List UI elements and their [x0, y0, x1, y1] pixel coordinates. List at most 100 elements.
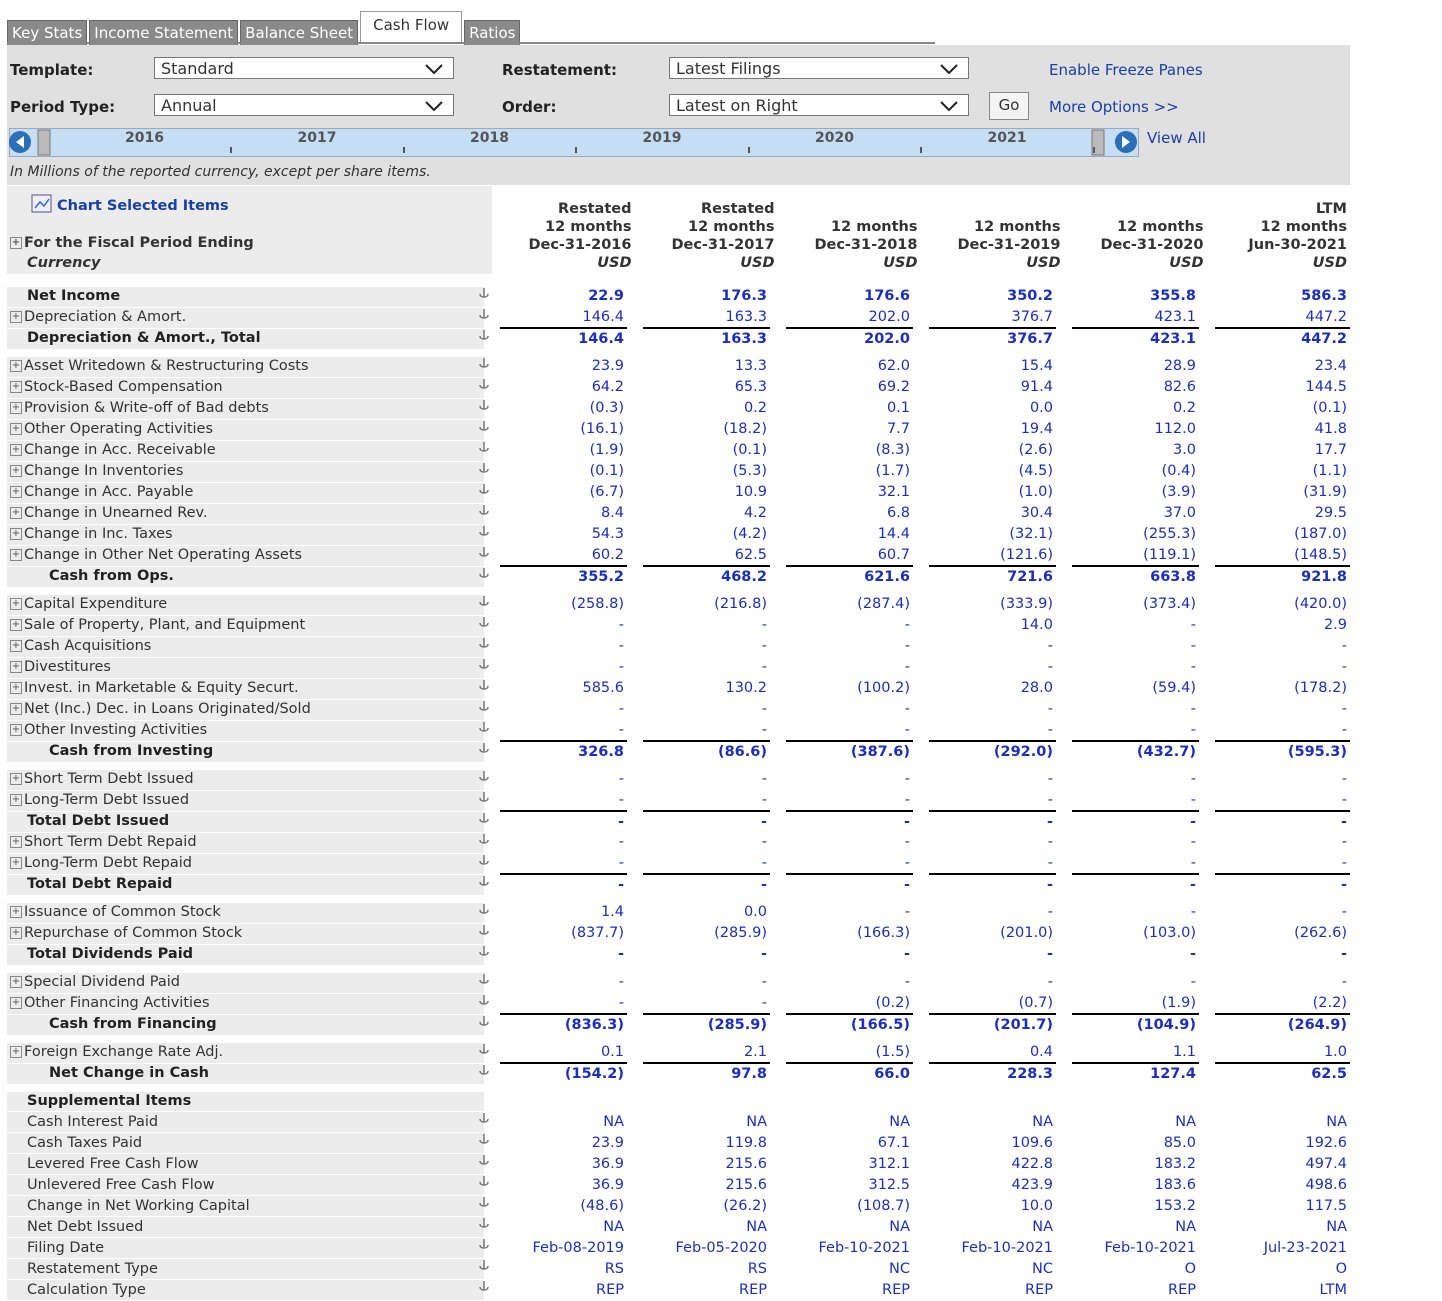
menu-icon[interactable]	[477, 308, 491, 322]
expand-icon[interactable]: +	[10, 724, 22, 736]
expand-icon[interactable]: +	[10, 444, 22, 456]
menu-icon[interactable]	[477, 679, 491, 693]
menu-icon[interactable]	[477, 1015, 491, 1029]
value-cell: (0.4)	[1056, 461, 1207, 482]
menu-icon[interactable]	[477, 399, 491, 413]
menu-icon[interactable]	[477, 791, 491, 805]
menu-icon[interactable]	[477, 854, 491, 868]
expand-icon[interactable]: +	[10, 528, 22, 540]
tab[interactable]: Balance Sheet	[240, 20, 359, 46]
dropdown[interactable]: Standard	[154, 57, 454, 79]
menu-icon[interactable]	[477, 875, 491, 889]
expand-icon[interactable]: +	[10, 640, 22, 652]
menu-icon[interactable]	[477, 924, 491, 938]
menu-icon[interactable]	[477, 1112, 491, 1126]
menu-icon[interactable]	[477, 616, 491, 630]
expand-icon[interactable]: +	[10, 773, 22, 785]
menu-icon[interactable]	[477, 483, 491, 497]
menu-icon[interactable]	[477, 700, 491, 714]
menu-icon[interactable]	[477, 812, 491, 826]
menu-icon[interactable]	[477, 595, 491, 609]
menu-icon[interactable]	[477, 1238, 491, 1252]
timeline-right[interactable]	[1090, 129, 1140, 156]
menu-icon[interactable]	[477, 1217, 491, 1231]
tab[interactable]: Key Stats	[7, 20, 88, 46]
expand-icon[interactable]: +	[10, 465, 22, 477]
menu-icon[interactable]	[477, 973, 491, 987]
expand-icon[interactable]: +	[10, 311, 22, 323]
expand-icon[interactable]: +	[10, 906, 22, 918]
menu-icon[interactable]	[477, 637, 491, 651]
freeze-link[interactable]: Enable Freeze Panes	[1049, 61, 1203, 79]
expand-icon[interactable]: +	[10, 997, 22, 1009]
menu-icon[interactable]	[477, 378, 491, 392]
icon-cell	[477, 307, 492, 329]
menu-icon[interactable]	[477, 721, 491, 735]
menu-icon[interactable]	[477, 504, 491, 518]
expand-icon[interactable]: +	[10, 976, 22, 988]
go-button[interactable]: Go	[989, 92, 1029, 120]
menu-icon[interactable]	[477, 1064, 491, 1078]
tab[interactable]: Ratios	[464, 20, 521, 46]
header-row: Chart Selected Items + For the Fiscal Peri…	[7, 186, 1350, 275]
menu-icon[interactable]	[477, 1259, 491, 1273]
menu-icon[interactable]	[477, 1175, 491, 1189]
expand-icon[interactable]: +	[10, 598, 22, 610]
expand-icon[interactable]: +	[10, 1046, 22, 1058]
expand-icon[interactable]: +	[10, 507, 22, 519]
expand-icon[interactable]: +	[10, 619, 22, 631]
menu-icon[interactable]	[477, 1154, 491, 1168]
timeline-tick	[230, 147, 232, 153]
expand-icon[interactable]: +	[10, 486, 22, 498]
dropdown[interactable]: Annual	[154, 94, 454, 116]
menu-icon[interactable]	[477, 357, 491, 371]
expand-icon[interactable]: +	[10, 836, 22, 848]
dropdown[interactable]: Latest Filings	[669, 57, 969, 79]
value-cell: 15.4	[913, 356, 1064, 377]
menu-icon[interactable]	[477, 525, 491, 539]
menu-icon[interactable]	[477, 546, 491, 560]
expand-icon[interactable]: +	[10, 381, 22, 393]
menu-icon[interactable]	[477, 903, 491, 917]
value-cell: -	[1056, 720, 1207, 741]
value-cell: 119.8	[627, 1132, 778, 1154]
row-label: + Repurchase of Common Stock	[7, 923, 477, 945]
expand-icon[interactable]: +	[10, 857, 22, 869]
menu-icon[interactable]	[477, 658, 491, 672]
expand-icon[interactable]: +	[10, 423, 22, 435]
more-options-link[interactable]: More Options >>	[1049, 98, 1179, 116]
expand-icon[interactable]: +	[10, 794, 22, 806]
menu-icon[interactable]	[477, 1043, 491, 1057]
chart-link[interactable]: Chart Selected Items	[31, 194, 229, 215]
view-all-link[interactable]: View All	[1147, 129, 1206, 147]
expand-icon[interactable]: +	[10, 682, 22, 694]
menu-icon[interactable]	[477, 833, 491, 847]
expand-icon[interactable]: +	[10, 549, 22, 561]
tab[interactable]: Cash Flow	[360, 11, 463, 42]
menu-icon[interactable]	[477, 770, 491, 784]
expand-icon[interactable]: +	[10, 661, 22, 673]
menu-icon[interactable]	[477, 329, 491, 343]
menu-icon[interactable]	[477, 945, 491, 959]
value-cell: -	[913, 853, 1064, 874]
expand-icon[interactable]: +	[10, 237, 22, 249]
menu-icon[interactable]	[477, 287, 491, 301]
value-cell: 66.0	[770, 1062, 921, 1084]
menu-icon[interactable]	[477, 1196, 491, 1210]
menu-icon[interactable]	[477, 1280, 491, 1294]
row-label-text: Change in Acc. Payable	[24, 484, 194, 500]
expand-icon[interactable]: +	[10, 360, 22, 372]
expand-icon[interactable]: +	[10, 402, 22, 414]
menu-icon[interactable]	[477, 994, 491, 1008]
menu-icon[interactable]	[477, 567, 491, 581]
expand-icon[interactable]: +	[10, 927, 22, 939]
value-cell: 0.2	[627, 398, 778, 419]
menu-icon[interactable]	[477, 1133, 491, 1147]
menu-icon[interactable]	[477, 441, 491, 455]
timeline-left[interactable]	[8, 129, 58, 156]
menu-icon[interactable]	[477, 420, 491, 434]
expand-icon[interactable]: +	[10, 703, 22, 715]
dropdown[interactable]: Latest on Right	[669, 94, 969, 116]
menu-icon[interactable]	[477, 462, 491, 476]
menu-icon[interactable]	[477, 742, 491, 756]
